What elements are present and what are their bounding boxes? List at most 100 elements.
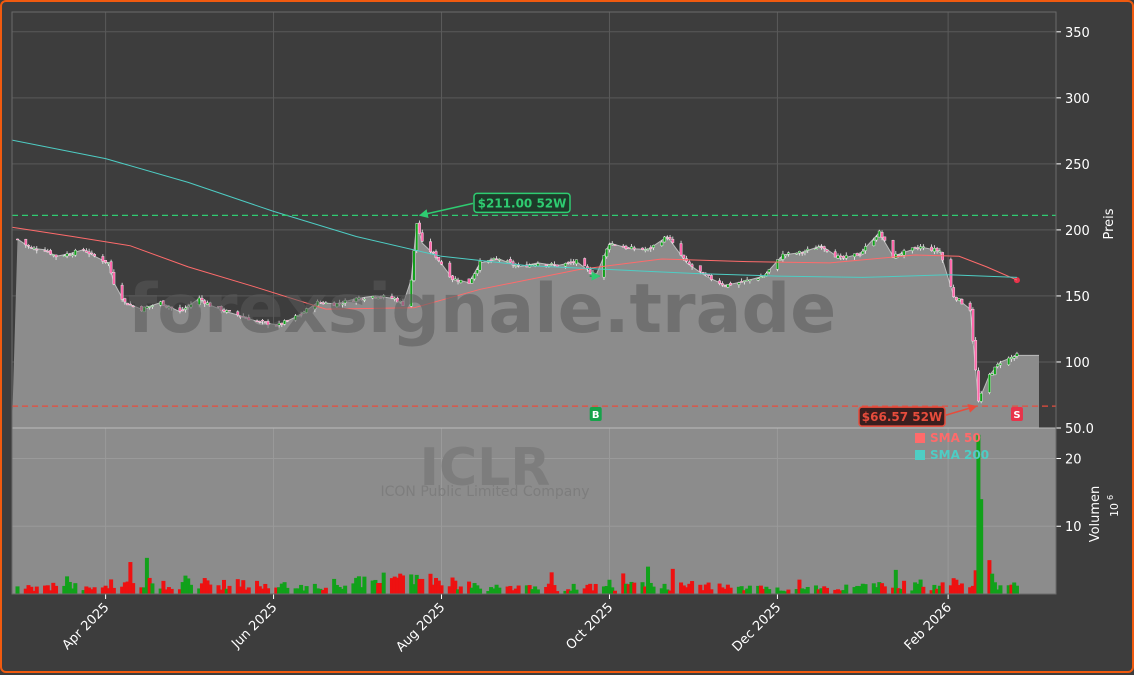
candle-body [949,259,953,287]
candle-body [189,304,193,308]
candle-body [919,246,922,249]
volume-bar [505,586,510,594]
volume-bar [89,589,94,594]
candle-body [459,279,463,284]
candle-body [473,273,476,280]
candle-body [151,305,154,307]
candle-body [842,255,845,259]
candle-body [875,236,878,241]
candle-body [652,245,655,248]
volume-bar [158,588,163,594]
candle-body [776,259,779,270]
candle-body [957,298,961,301]
candle-body [371,296,375,299]
candle-body [511,261,515,266]
volume-bar [987,560,992,594]
candle-body [762,276,766,278]
volume-bar [456,589,461,594]
volume-bar [166,587,171,594]
candle-body [745,279,749,282]
volume-bar [880,583,885,594]
candle-body [564,263,567,267]
candle-body [340,303,344,305]
volume-bar [224,588,229,594]
candle-body [930,246,934,251]
volume-bar [957,585,962,594]
candle-body [968,302,972,311]
volume-bar [794,589,799,594]
candle-body [880,232,884,238]
volume-bar [100,587,105,594]
candle-body [84,250,88,253]
candle-body [409,279,413,307]
volume-bar [764,586,769,594]
volume-bar [728,587,733,594]
candle-body [795,253,799,255]
volume-bar [968,587,973,594]
legend-label-sma-200: SMA 200 [930,448,989,462]
volume-bar [813,585,818,594]
volume-bar [786,589,791,594]
volume-bar [315,588,320,594]
volume-bar [395,577,400,594]
candle-body [718,280,722,284]
candle-body [104,260,108,263]
volume-bar [882,586,887,594]
candle-body [453,278,457,281]
candle-body [663,236,666,243]
candle-body [170,306,174,309]
volume-bar [238,586,243,594]
candle-body [126,302,130,306]
candle-body [93,254,96,257]
candle-body [610,243,614,245]
candle-body [781,253,785,260]
candle-body [971,309,975,342]
candle-body [123,298,127,303]
candle-body [277,323,281,326]
sell-signal-label: S [1013,410,1020,421]
volume-bar [632,582,637,594]
candle-body [244,317,248,319]
volume-bar [604,586,609,594]
candle-body [145,306,149,309]
candle-body [583,258,587,267]
candle-body [261,320,264,322]
high-52w-label-box [473,192,571,214]
volume-bar [709,589,714,594]
candle-body [572,261,576,263]
volume-bar [970,585,975,594]
volume-bar [147,577,152,594]
volume-bar [585,584,590,594]
volume-bar [54,585,59,594]
candle-body [960,299,964,305]
volume-bar [73,583,78,594]
volume-bar [453,580,458,594]
volume-bar [439,585,444,594]
volume-bar [334,584,339,594]
volume-bar [516,585,521,594]
candle-body [206,302,209,305]
candle-body [467,278,471,284]
volume-bar [593,583,598,594]
volume-bar [646,566,651,594]
watermark-text: forexsignale.trade [128,270,837,349]
candle-body [993,366,997,375]
volume-bar [208,584,213,594]
candle-body [266,321,270,326]
volume-bar [420,578,425,594]
volume-bar [389,578,394,594]
candle-body [106,262,110,264]
candle-body [999,363,1002,366]
volume-bar [67,581,72,594]
volume-bar [706,582,711,594]
volume-bar [511,590,516,594]
volume-bar [282,582,287,594]
volume-bar [255,580,260,594]
volume-tick-label: 10 [1065,520,1082,535]
buy-signal-label: B [592,410,600,421]
candle-body [415,223,419,251]
volume-bar [535,589,540,594]
volume-bar [139,587,144,594]
high-52w-label: $211.00 52W [478,196,567,210]
